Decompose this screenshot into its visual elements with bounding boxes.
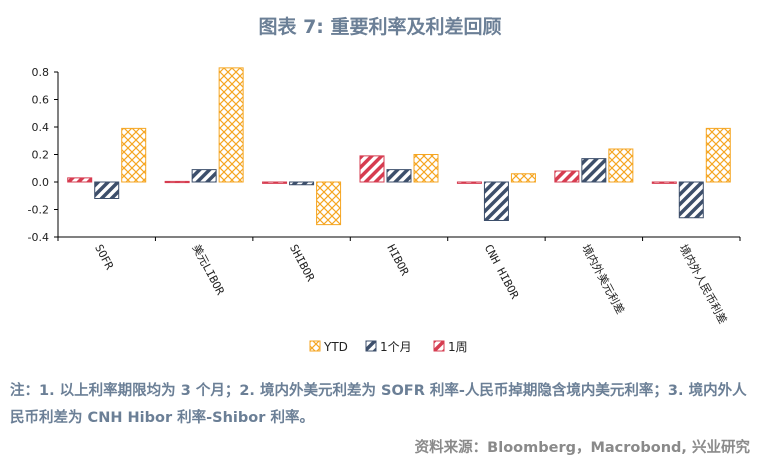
bar-month [678,181,704,219]
y-tick-label: -0.4 [28,231,49,244]
bar-ytd [413,154,439,183]
footnote: 注：1. 以上利率期限均为 3 个月；2. 境内外美元利差为 SOFR 利率-人… [10,383,747,426]
category-label: SOFR [92,242,116,272]
chart-title: 图表 7: 重要利率及利差回顾 [258,16,502,38]
y-tick-label: 0.6 [32,94,50,107]
bar-month [94,181,120,199]
category-label: HIBOR [384,242,411,278]
y-tick-label: 0.0 [32,176,50,189]
chart-bars [67,67,731,226]
bar-ytd [316,181,342,226]
bar-month [581,158,607,183]
chart-legend: YTD 1个月 1周 [309,340,468,354]
bar-week [554,170,580,183]
bar-ytd [121,127,147,183]
category-labels: SOFR 美元LIBOR SHIBOR HIBOR CNH HIBOR 境内外美元利差 境内… [92,242,730,326]
bar-month [483,181,509,221]
bar-month [191,169,217,183]
y-tick-label: 0.2 [32,149,50,162]
bar-week [456,181,482,184]
category-label: CNH HIBOR [482,242,522,301]
legend-label-week: 1周 [448,340,468,354]
y-tick-label: 0.4 [32,121,50,134]
category-label: SHIBOR [287,242,317,284]
legend-label-ytd: YTD [323,340,348,354]
chart-axes: -0.4 -0.2 0.0 0.2 0.4 0.6 0.8 [28,66,741,244]
legend-swatch-month [365,340,377,352]
bar-week [359,155,385,183]
bar-ytd [705,127,731,183]
bar-week [651,181,677,184]
bar-month [386,169,412,183]
bar-chart: -0.4 -0.2 0.0 0.2 0.4 0.6 0.8 SOFR 美元LIBOR SHIBO… [28,66,741,354]
legend-label-month: 1个月 [380,340,412,354]
category-label: 境内外人民币利差 [677,242,731,326]
bar-ytd [218,67,244,183]
y-tick-label: -0.2 [28,204,49,217]
category-label: 境内外美元利差 [579,242,628,317]
legend-swatch-week [433,340,445,352]
bar-week [262,181,288,184]
bar-week [67,177,93,183]
category-label: 美元LIBOR [189,242,227,297]
source-note: 资料来源：Bloomberg，Macrobond, 兴业研究 [414,440,750,456]
bar-ytd [608,148,634,183]
bar-ytd [510,173,536,183]
bar-week [164,180,190,184]
legend-swatch-ytd [309,340,321,352]
y-tick-label: 0.8 [32,66,50,79]
bar-month [289,181,315,186]
